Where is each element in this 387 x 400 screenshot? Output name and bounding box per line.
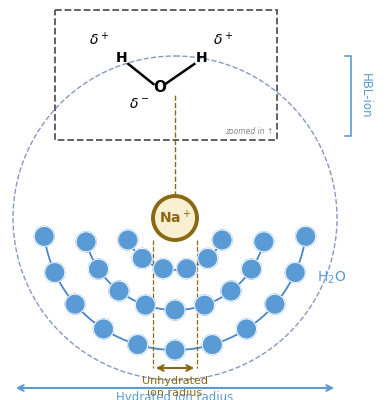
- Text: $\delta^+$: $\delta^+$: [89, 31, 110, 49]
- Circle shape: [153, 259, 173, 279]
- Circle shape: [65, 294, 85, 314]
- Circle shape: [236, 319, 257, 339]
- Circle shape: [165, 300, 185, 320]
- Circle shape: [76, 232, 96, 252]
- Circle shape: [118, 230, 138, 250]
- Text: $\delta^-$: $\delta^-$: [129, 97, 149, 111]
- Circle shape: [153, 196, 197, 240]
- Circle shape: [165, 340, 185, 360]
- Text: H: H: [116, 51, 127, 65]
- Circle shape: [254, 232, 274, 252]
- Circle shape: [128, 335, 148, 355]
- Text: H$_2$O: H$_2$O: [317, 270, 346, 286]
- Circle shape: [241, 259, 262, 279]
- Circle shape: [202, 335, 222, 355]
- Text: Hydrated ion radius: Hydrated ion radius: [116, 391, 234, 400]
- Text: H: H: [195, 51, 207, 65]
- Circle shape: [195, 295, 214, 315]
- Circle shape: [132, 248, 152, 268]
- Text: HBL-ion: HBL-ion: [359, 73, 372, 119]
- Text: $\delta^+$: $\delta^+$: [213, 31, 233, 49]
- Text: zoomed in ↑: zoomed in ↑: [224, 127, 273, 136]
- Circle shape: [296, 226, 316, 246]
- Text: O: O: [153, 80, 166, 96]
- Circle shape: [212, 230, 232, 250]
- Circle shape: [198, 248, 218, 268]
- Circle shape: [285, 262, 305, 282]
- Circle shape: [135, 295, 156, 315]
- Circle shape: [221, 281, 241, 301]
- Circle shape: [109, 281, 129, 301]
- Circle shape: [265, 294, 285, 314]
- Circle shape: [89, 259, 108, 279]
- Circle shape: [94, 319, 113, 339]
- Circle shape: [34, 226, 54, 246]
- Circle shape: [45, 262, 65, 282]
- Text: Unhydrated
ion radius: Unhydrated ion radius: [142, 376, 208, 398]
- Text: Na$^+$: Na$^+$: [159, 209, 191, 227]
- Circle shape: [177, 259, 197, 279]
